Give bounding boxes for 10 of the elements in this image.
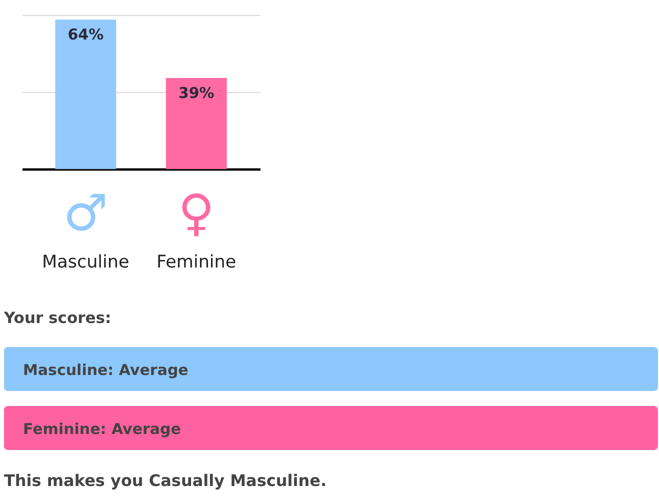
category-label: Feminine: Average <box>23 420 181 438</box>
x-tick-label: Masculine <box>42 252 130 272</box>
data-label: 39% <box>178 84 214 102</box>
data-label: 64% <box>68 26 104 44</box>
text: ♀ <box>178 184 215 242</box>
category-label: Masculine: Average <box>23 361 188 379</box>
text: ♂ <box>63 184 108 242</box>
x-tick-label: Feminine <box>156 252 236 272</box>
text: Your scores: <box>3 309 112 327</box>
text: This makes you Casually Masculine. <box>4 471 327 490</box>
